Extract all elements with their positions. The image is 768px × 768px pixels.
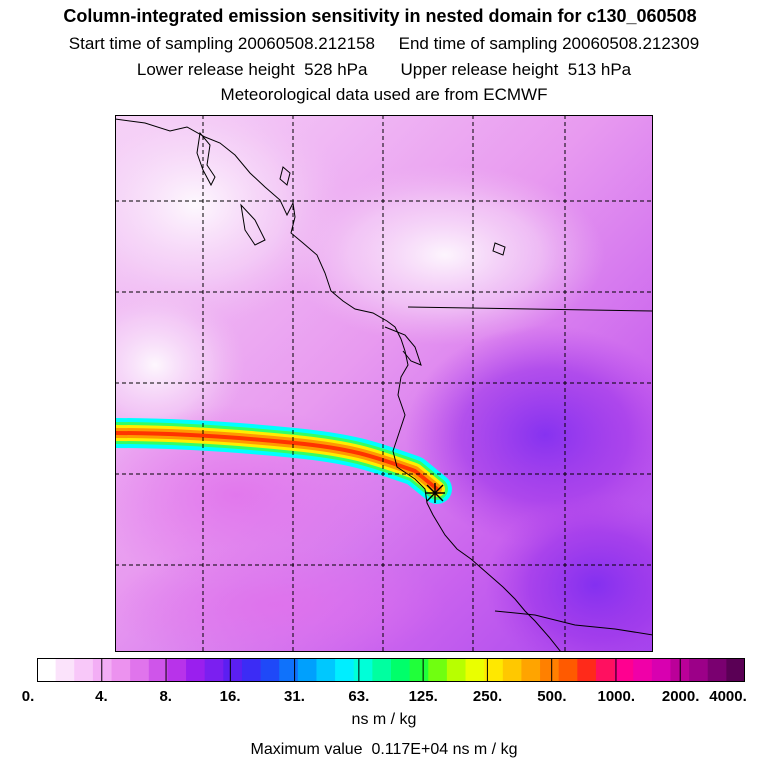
light-region-west: [115, 285, 245, 445]
map-frame: [115, 115, 653, 652]
colorbar-segment: [130, 658, 150, 682]
inlet-puget: [384, 326, 422, 366]
colorbar-tick-label: 2000.: [661, 688, 700, 705]
dark-region-east: [405, 325, 653, 545]
colorbar-segment: [316, 658, 336, 682]
colorbar-segment: [707, 658, 727, 682]
inland-lake: [492, 242, 506, 256]
coastline-north: [115, 118, 562, 652]
light-region-north: [115, 115, 345, 325]
colorbar-segment: [74, 658, 94, 682]
colorbar-tick-label: 16.: [219, 688, 241, 705]
sensitivity-map: [115, 115, 653, 652]
island-1: [196, 131, 216, 187]
colorbar-segment: [651, 658, 671, 682]
colorbar-segment: [111, 658, 131, 682]
colorbar-segment: [204, 658, 224, 682]
colorbar-segment: [558, 658, 578, 682]
colorbar-segment: [577, 658, 597, 682]
colorbar-segment: [689, 658, 709, 682]
colorbar-segment: [614, 658, 634, 682]
colorbar-tick-label: 1000.: [597, 688, 636, 705]
coastline: [115, 118, 653, 652]
max-value-text: Maximum value 0.117E+04 ns m / kg: [250, 741, 518, 758]
colorbar-tick-label: 8.: [159, 688, 172, 705]
colorbar-tick-label: 500.: [537, 688, 567, 705]
colorbar-tick-label: 4000.: [709, 688, 747, 705]
met-data-line: Meteorological data used are from ECMWF: [220, 85, 548, 104]
colorbar-segment: [465, 658, 485, 682]
colorbar-segment: [372, 658, 392, 682]
colorbar-tick-label: 125.: [408, 688, 438, 705]
colorbar-tick-label: 250.: [472, 688, 503, 705]
colorbar-segment: [540, 658, 560, 682]
colorbar-segment: [335, 658, 355, 682]
colorbar-segment: [391, 658, 411, 682]
colorbar-segment: [55, 658, 75, 682]
colorbar-tick-label: 0.: [21, 688, 35, 705]
light-region-center: [285, 165, 605, 345]
colorbar-units: ns m / kg: [351, 711, 417, 728]
plot-title: Column-integrated emission sensitivity i…: [63, 6, 697, 26]
colorbar-segment: [148, 658, 168, 682]
colorbar-segment: [223, 658, 243, 682]
colorbar-segment: [446, 658, 467, 682]
colorbar: [37, 658, 745, 682]
plume-core-red: [115, 431, 439, 491]
plume: [115, 418, 452, 504]
colorbar-segment: [260, 658, 280, 682]
colorbar-segment: [502, 658, 522, 682]
release-location-star: [425, 483, 445, 503]
colorbar-segment: [726, 658, 745, 682]
island-3: [279, 166, 291, 186]
colorbar-segment: [633, 658, 653, 682]
state-border-east: [407, 306, 653, 312]
colorbar-segment: [241, 658, 262, 682]
colorbar-tick-label: 63.: [348, 688, 370, 705]
colorbar-segment: [297, 658, 317, 682]
colorbar-segment: [521, 658, 541, 682]
inland-border: [494, 610, 653, 636]
colorbar-segment: [428, 658, 448, 682]
colorbar-frame: [37, 658, 745, 682]
colorbar-segment: [37, 658, 57, 682]
colorbar-segment: [595, 658, 616, 682]
colorbar-segment: [92, 658, 113, 682]
sampling-time-line: Start time of sampling 20060508.212158 E…: [68, 34, 700, 53]
pink-region-south: [115, 545, 445, 652]
colorbar-segment: [186, 658, 206, 682]
colorbar-tick-label: 4.: [95, 688, 108, 705]
colorbar-segment: [353, 658, 373, 682]
colorbar-segment: [409, 658, 429, 682]
colorbar-segment: [279, 658, 299, 682]
lat-lon-grid: [115, 115, 653, 652]
island-2: [240, 203, 266, 246]
colorbar-tick-label: 31.: [284, 688, 305, 705]
colorbar-segment: [167, 658, 187, 682]
release-height-line: Lower release height 528 hPa Upper relea…: [136, 60, 632, 79]
colorbar-segment: [484, 658, 504, 682]
